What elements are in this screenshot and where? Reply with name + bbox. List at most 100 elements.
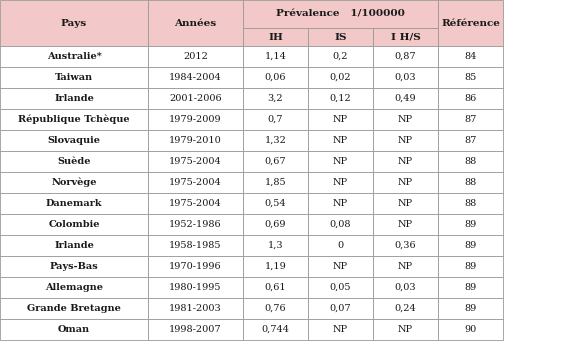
Bar [0, 319, 148, 340]
Text: 89: 89 [464, 220, 477, 229]
Bar [373, 277, 438, 298]
Text: NP: NP [333, 115, 348, 124]
Text: NP: NP [398, 262, 413, 271]
Text: 0,36: 0,36 [395, 241, 416, 250]
Text: 89: 89 [464, 283, 477, 292]
Bar [243, 172, 308, 193]
Text: 0,54: 0,54 [265, 199, 286, 208]
Bar [243, 109, 308, 130]
Bar [148, 298, 243, 319]
Bar [308, 151, 373, 172]
Bar [308, 193, 373, 214]
Bar [148, 277, 243, 298]
Bar [148, 151, 243, 172]
Bar [243, 67, 308, 88]
Text: 0,07: 0,07 [329, 304, 352, 313]
Text: NP: NP [398, 178, 413, 187]
Text: 0,2: 0,2 [333, 52, 348, 61]
Text: Slovaquie: Slovaquie [48, 136, 100, 145]
Text: 1,3: 1,3 [268, 241, 284, 250]
Text: 0,02: 0,02 [329, 73, 352, 82]
Bar [308, 319, 373, 340]
Text: 89: 89 [464, 304, 477, 313]
Text: NP: NP [333, 199, 348, 208]
Bar [438, 109, 503, 130]
Text: 88: 88 [464, 157, 477, 166]
Text: 0,05: 0,05 [330, 283, 351, 292]
Bar [148, 235, 243, 256]
Bar [438, 319, 503, 340]
Bar [308, 28, 373, 46]
Bar [373, 88, 438, 109]
Bar [243, 46, 308, 67]
Text: Années: Années [175, 18, 217, 27]
Bar [373, 256, 438, 277]
Text: 1,14: 1,14 [265, 52, 286, 61]
Bar [308, 130, 373, 151]
Bar [243, 0, 438, 28]
Text: NP: NP [333, 325, 348, 334]
Bar [0, 130, 148, 151]
Text: Allemagne: Allemagne [45, 283, 103, 292]
Bar [243, 151, 308, 172]
Bar [308, 298, 373, 319]
Text: 1,19: 1,19 [265, 262, 286, 271]
Text: République Tchèque: République Tchèque [18, 115, 130, 124]
Text: 1980-1995: 1980-1995 [170, 283, 222, 292]
Bar [373, 235, 438, 256]
Bar [0, 277, 148, 298]
Text: NP: NP [333, 136, 348, 145]
Text: 0,67: 0,67 [265, 157, 286, 166]
Text: NP: NP [333, 157, 348, 166]
Bar [308, 88, 373, 109]
Text: NP: NP [398, 136, 413, 145]
Text: Irlande: Irlande [54, 94, 94, 103]
Bar [308, 109, 373, 130]
Bar [243, 235, 308, 256]
Text: 0,76: 0,76 [265, 304, 286, 313]
Bar [373, 109, 438, 130]
Bar [308, 256, 373, 277]
Text: 1979-2009: 1979-2009 [169, 115, 222, 124]
Bar [0, 172, 148, 193]
Text: Suède: Suède [57, 157, 91, 166]
Text: 0,06: 0,06 [265, 73, 286, 82]
Text: 0,03: 0,03 [395, 73, 416, 82]
Bar [243, 214, 308, 235]
Bar [438, 151, 503, 172]
Text: Australie*: Australie* [46, 52, 101, 61]
Bar [438, 88, 503, 109]
Bar [243, 28, 308, 46]
Bar [243, 319, 308, 340]
Text: 84: 84 [464, 52, 477, 61]
Text: 1981-2003: 1981-2003 [169, 304, 222, 313]
Bar [438, 130, 503, 151]
Text: 88: 88 [464, 178, 477, 187]
Bar [308, 67, 373, 88]
Text: Oman: Oman [58, 325, 90, 334]
Text: 1975-2004: 1975-2004 [169, 178, 222, 187]
Bar [0, 214, 148, 235]
Bar [148, 46, 243, 67]
Bar [438, 256, 503, 277]
Text: Irlande: Irlande [54, 241, 94, 250]
Bar [308, 235, 373, 256]
Bar [438, 0, 503, 46]
Text: 89: 89 [464, 262, 477, 271]
Text: 0,03: 0,03 [395, 283, 416, 292]
Text: Grande Bretagne: Grande Bretagne [27, 304, 121, 313]
Bar [148, 193, 243, 214]
Text: 0,12: 0,12 [329, 94, 352, 103]
Text: NP: NP [398, 220, 413, 229]
Bar [148, 67, 243, 88]
Bar [148, 172, 243, 193]
Text: 87: 87 [464, 136, 477, 145]
Text: 85: 85 [464, 73, 477, 82]
Text: 0,49: 0,49 [395, 94, 416, 103]
Text: NP: NP [398, 325, 413, 334]
Text: 89: 89 [464, 241, 477, 250]
Text: 3,2: 3,2 [268, 94, 284, 103]
Text: Pays: Pays [61, 18, 87, 27]
Text: 2012: 2012 [183, 52, 208, 61]
Text: 86: 86 [464, 94, 477, 103]
